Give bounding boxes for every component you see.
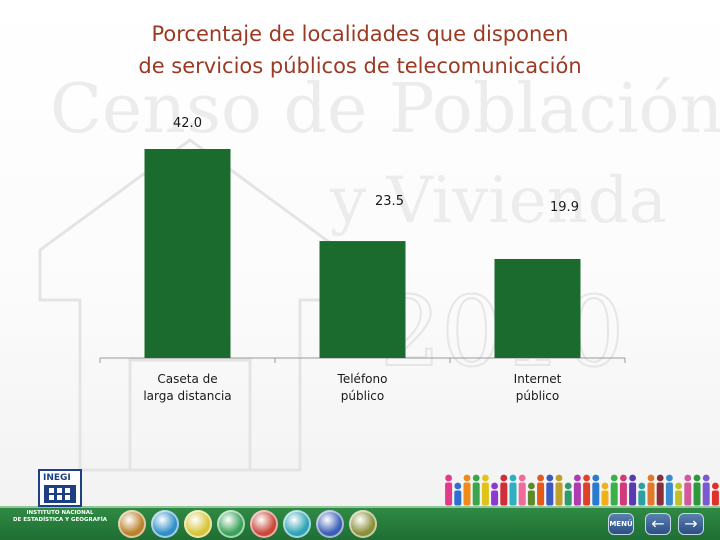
forward-arrow-icon[interactable]: → [678,513,704,535]
people-banner [445,474,719,506]
person-figure-icon [546,474,554,506]
section-nav-icon-3[interactable] [217,510,245,538]
person-figure-icon [573,474,581,506]
section-nav-icon-1[interactable] [151,510,179,538]
person-figure-icon [638,482,646,506]
chart-title-line2: de servicios públicos de telecomunicació… [138,54,582,78]
person-figure-icon [491,482,499,506]
chart-title-line1: Porcentaje de localidades que disponen [151,22,569,46]
person-figure-icon [527,482,535,506]
person-figure-icon [592,474,600,506]
menu-button[interactable]: MENÚ [608,513,634,535]
section-nav-icon-5[interactable] [283,510,311,538]
section-nav-icon-0[interactable] [118,510,146,538]
person-figure-icon [500,474,508,506]
inegi-logo-mark: INEGI [38,469,82,507]
category-label-2-1: público [516,389,559,403]
person-figure-icon [445,474,453,506]
person-figure-icon [711,482,719,506]
person-figure-icon [665,474,673,506]
value-labels: 42.0 23.5 19.9 [173,116,579,215]
person-figure-icon [555,474,563,506]
person-figure-icon [702,474,710,506]
person-figure-icon [684,474,692,506]
inegi-caption-line1: INSTITUTO NACIONAL [26,510,94,516]
person-figure-icon [693,474,701,506]
person-figure-icon [463,474,471,506]
bar-chart: 42.0 23.5 19.9 Caseta de larga distancia Tel… [99,116,626,403]
category-label-0-1: larga distancia [143,389,231,403]
footer-divider [0,506,720,508]
value-label-0: 42.0 [173,116,202,131]
bar-2 [494,258,581,358]
section-nav-icon-7[interactable] [349,510,377,538]
person-figure-icon [629,474,637,506]
inegi-logo-word: INEGI [43,473,71,483]
x-axis [99,357,626,363]
back-arrow-icon[interactable]: ← [645,513,671,535]
section-nav-icon-4[interactable] [250,510,278,538]
category-label-0-0: Caseta de [157,372,217,386]
section-nav-icon-2[interactable] [184,510,212,538]
category-label-1-0: Teléfono [337,372,388,386]
category-label-2-0: Internet [514,372,562,386]
person-figure-icon [610,474,618,506]
inegi-caption-line2: DE ESTADÍSTICA Y GEOGRAFÍA [12,517,108,523]
person-figure-icon [647,474,655,506]
bars [144,149,581,358]
person-figure-icon [481,474,489,506]
person-figure-icon [601,482,609,506]
value-label-1: 23.5 [375,194,404,209]
inegi-logo: INEGI INSTITUTO NACIONAL DE ESTADÍSTICA … [10,467,110,531]
person-figure-icon [472,474,480,506]
person-figure-icon [537,474,545,506]
section-nav-icons [118,510,377,538]
bar-1 [319,241,406,358]
person-figure-icon [564,482,572,506]
person-figure-icon [619,474,627,506]
section-nav-icon-6[interactable] [316,510,344,538]
inegi-logo-caption: INSTITUTO NACIONAL DE ESTADÍSTICA Y GEOG… [10,510,110,524]
category-label-1-1: público [341,389,384,403]
chart-title: Porcentaje de localidades que disponen d… [60,18,660,82]
value-label-2: 19.9 [550,200,579,215]
person-figure-icon [675,482,683,506]
person-figure-icon [583,474,591,506]
person-figure-icon [509,474,517,506]
person-figure-icon [454,482,462,506]
bar-0 [144,149,231,358]
inegi-logo-grid [44,485,76,503]
person-figure-icon [656,474,664,506]
person-figure-icon [518,474,526,506]
category-labels: Caseta de larga distancia Teléfono público I… [143,372,561,403]
